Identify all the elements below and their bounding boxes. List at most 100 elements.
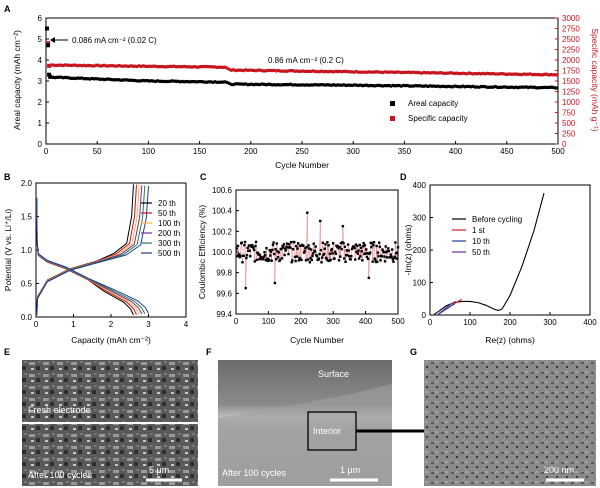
nyquist-curve — [433, 192, 545, 315]
panel-g: G 200 nm — [410, 347, 596, 486]
efficiency-point — [355, 244, 359, 248]
annotation-arrow-head — [50, 37, 55, 43]
areal-capacity-point — [346, 83, 350, 87]
areal-capacity-point — [365, 83, 368, 87]
efficiency-point — [262, 257, 265, 261]
areal-capacity-point — [97, 77, 100, 81]
specific-capacity-point — [340, 70, 344, 74]
areal-capacity-point — [180, 79, 184, 84]
areal-capacity-point — [551, 85, 555, 89]
efficiency-point — [293, 255, 297, 259]
efficiency-point — [272, 241, 275, 244]
specific-capacity-point — [277, 68, 280, 73]
specific-capacity-point — [379, 70, 383, 74]
efficiency-point — [296, 247, 299, 250]
specific-capacity-point — [400, 70, 403, 75]
specific-capacity-point — [389, 70, 393, 74]
specific-capacity-point — [158, 65, 161, 69]
areal-capacity-point — [471, 84, 475, 88]
areal-capacity-point — [99, 77, 102, 81]
specific-capacity-point — [213, 65, 217, 69]
specific-capacity-point — [269, 68, 272, 73]
efficiency-point — [298, 244, 302, 248]
efficiency-point — [247, 244, 251, 247]
y-tick-label: 100.0 — [212, 248, 233, 257]
areal-capacity-point — [516, 86, 520, 90]
specific-capacity-point — [185, 65, 188, 69]
specific-capacity-point — [486, 71, 489, 75]
areal-capacity-point — [482, 84, 485, 89]
efficiency-point — [396, 251, 399, 254]
efficiency-point — [362, 242, 365, 245]
specific-capacity-point — [518, 72, 522, 77]
areal-capacity-point — [174, 79, 178, 83]
areal-capacity-point — [189, 80, 192, 84]
panel-letter-c: C — [200, 172, 207, 182]
efficiency-point — [342, 241, 345, 245]
specific-capacity-point — [94, 63, 98, 67]
y-tick-label: 200 — [413, 246, 427, 255]
efficiency-point — [353, 246, 356, 250]
efficiency-point — [368, 251, 372, 254]
specific-capacity-point — [129, 64, 133, 68]
y-tick-label: 99.6 — [216, 289, 232, 298]
efficiency-point — [284, 247, 287, 250]
areal-capacity-point — [158, 79, 161, 83]
specific-capacity-point — [480, 72, 483, 76]
efficiency-point — [273, 252, 276, 256]
areal-capacity-point — [367, 84, 370, 88]
specific-capacity-point — [459, 71, 462, 76]
specific-capacity-point — [348, 70, 352, 74]
specific-capacity-point — [291, 69, 294, 73]
efficiency-point — [271, 248, 274, 252]
y2-tick-label: 0 — [562, 140, 567, 149]
y2-tick-label: 1250 — [562, 88, 580, 97]
specific-capacity-point — [293, 69, 297, 73]
areal-capacity-point — [244, 82, 247, 86]
specific-capacity-point — [279, 69, 282, 73]
areal-capacity-point — [60, 75, 63, 79]
efficiency-point — [306, 258, 310, 261]
x-tick-label: 2 — [109, 320, 114, 329]
specific-capacity-point — [402, 70, 405, 75]
efficiency-point — [252, 246, 255, 250]
areal-capacity-point — [324, 83, 327, 87]
efficiency-point — [383, 255, 386, 258]
efficiency-point — [337, 259, 341, 262]
efficiency-point — [379, 259, 382, 262]
specific-capacity-point — [297, 69, 301, 73]
areal-capacity-point — [555, 86, 559, 90]
efficiency-point — [285, 245, 288, 248]
specific-capacity-point — [332, 70, 335, 74]
x-tick-label: 0 — [234, 317, 239, 326]
specific-capacity-point — [109, 64, 112, 68]
areal-capacity-point — [160, 79, 163, 83]
y-tick-label: 4 — [38, 56, 43, 65]
areal-capacity-point — [441, 84, 444, 88]
label-interior: Interior — [313, 426, 341, 436]
specific-capacity-point — [418, 71, 421, 75]
specific-capacity-point — [355, 69, 358, 74]
areal-capacity-point — [353, 83, 356, 87]
specific-capacity-point — [111, 64, 114, 68]
specific-capacity-point — [469, 71, 473, 76]
efficiency-point — [317, 258, 320, 262]
efficiency-point — [239, 254, 242, 258]
efficiency-point — [256, 252, 260, 255]
areal-capacity-point — [430, 84, 434, 88]
specific-capacity-point — [131, 64, 135, 68]
legend-label-specific: Specific capacity — [408, 114, 468, 123]
areal-capacity-point — [371, 84, 374, 88]
specific-capacity-point — [322, 70, 325, 74]
areal-capacity-point — [523, 85, 526, 89]
areal-capacity-point — [289, 82, 292, 86]
efficiency-point — [311, 252, 315, 255]
specific-capacity-point — [547, 73, 550, 77]
x-tick-label: 400 — [359, 317, 373, 326]
y-tick-label: 2.0 — [21, 179, 33, 188]
x-tick-label: 0 — [44, 147, 49, 156]
specific-capacity-point — [137, 64, 141, 68]
efficiency-point — [247, 249, 250, 252]
efficiency-point — [282, 246, 285, 249]
specific-capacity-point — [62, 63, 65, 68]
